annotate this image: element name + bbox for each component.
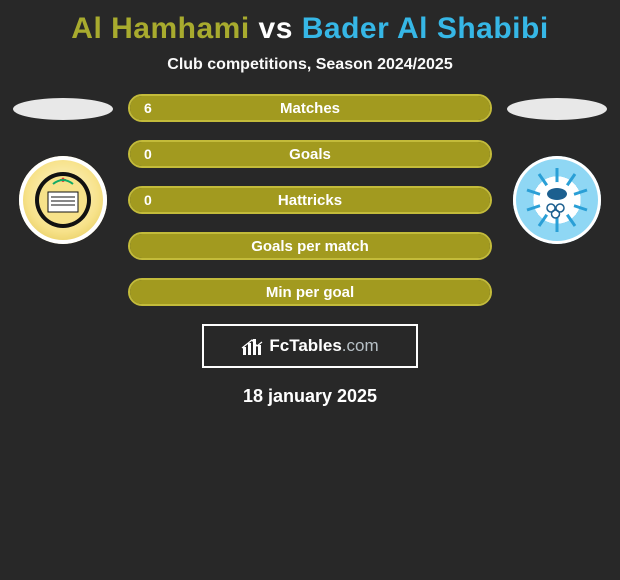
stat-label: Min per goal: [130, 284, 490, 301]
bar-chart-icon: [241, 335, 263, 357]
player2-name: Bader Al Shabibi: [302, 12, 549, 45]
player1-club-badge: [19, 156, 107, 244]
stat-label: Matches: [130, 100, 490, 117]
page-title: Al Hamhami vs Bader Al Shabibi: [0, 12, 620, 46]
player1-name: Al Hamhami: [71, 12, 249, 45]
club-badge-left-icon: [33, 170, 93, 230]
stat-bars: 6Matches 0Goals 0Hattricks Goals per match M…: [118, 94, 502, 306]
vs-text: vs: [259, 12, 293, 45]
comparison-row: 6Matches 0Goals 0Hattricks Goals per match M…: [0, 94, 620, 306]
club-badge-right-icon: [521, 164, 593, 236]
stat-bar: 0Goals: [128, 140, 492, 168]
stat-label: Goals: [130, 146, 490, 163]
stat-label: Hattricks: [130, 192, 490, 209]
stat-bar: Goals per match: [128, 232, 492, 260]
brand-box: FcTables.com: [202, 324, 418, 368]
right-side: [502, 94, 612, 244]
date: 18 january 2025: [0, 386, 620, 407]
stat-bar: 0Hattricks: [128, 186, 492, 214]
player2-club-badge: [513, 156, 601, 244]
brand-domain: .com: [342, 336, 379, 355]
subtitle: Club competitions, Season 2024/2025: [0, 56, 620, 74]
stat-bar: 6Matches: [128, 94, 492, 122]
infographic-container: Al Hamhami vs Bader Al Shabibi Club comp…: [0, 0, 620, 407]
brand-text: FcTables.com: [269, 336, 378, 356]
stat-label: Goals per match: [130, 238, 490, 255]
player1-marker: [13, 98, 113, 120]
brand-name: FcTables: [269, 336, 341, 355]
left-side: [8, 94, 118, 244]
player2-marker: [507, 98, 607, 120]
stat-bar: Min per goal: [128, 278, 492, 306]
